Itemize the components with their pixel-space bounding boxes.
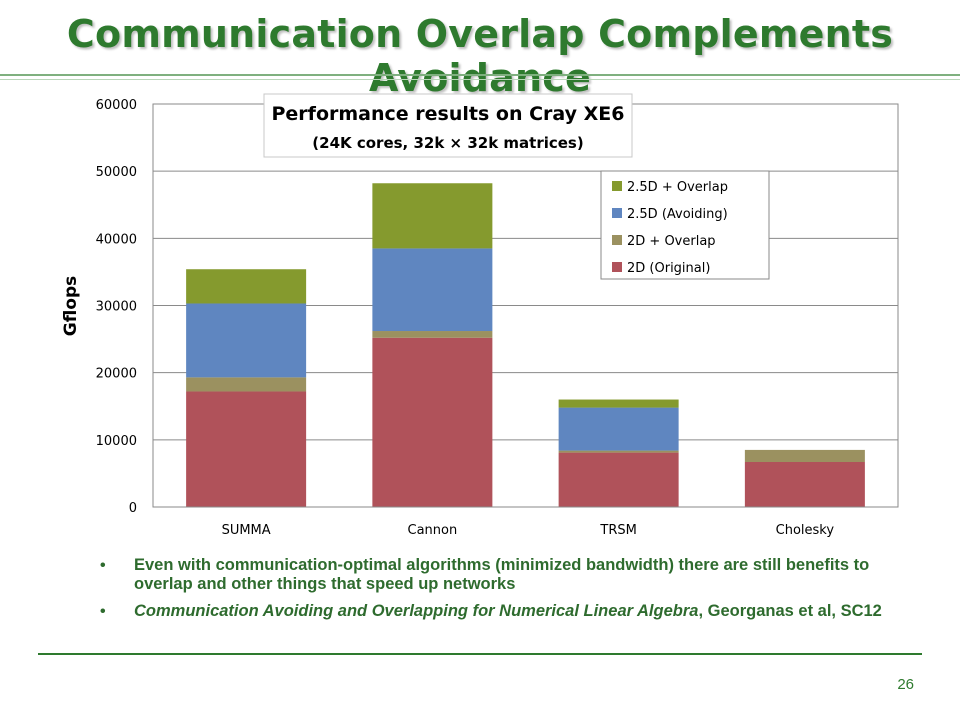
bar-segment [558,399,679,408]
legend-swatch [612,262,622,272]
chart-title-box: Performance results on Cray XE6 (24K cor… [263,93,633,158]
bar-segment [372,337,493,507]
bars [186,183,865,507]
y-tick-label: 20000 [96,367,137,382]
bullet-item: • Even with communication-optimal algori… [100,556,900,594]
title-divider-thin [0,79,960,80]
bar-segment [186,377,307,392]
legend-label: 2.5D + Overlap [627,180,728,195]
stacked-bar-chart: 0 10000 20000 30000 40000 50000 60000 SUMMA Cann… [61,93,899,538]
legend-label: 2D + Overlap [627,234,716,249]
bar-segment [744,449,865,462]
legend-label: 2.5D (Avoiding) [627,207,728,222]
bullet-text: Even with communication-optimal algorith… [134,556,870,593]
bullet-dot: • [100,557,106,574]
bar-segment [186,303,307,378]
bar-segment [372,183,493,249]
page-number: 26 [897,676,914,693]
chart-title: Performance results on Cray XE6 [272,103,625,125]
bullet-list: • Even with communication-optimal algori… [100,556,900,629]
bar-segment [186,269,307,304]
axes: 0 10000 20000 30000 40000 50000 60000 SUMMA Cann… [96,98,835,538]
x-tick-label: TRSM [599,523,636,538]
chart-legend: 2.5D + Overlap 2.5D (Avoiding) 2D + Overla… [600,170,770,280]
slide-title: Communication Overlap Complements Avoida… [66,12,894,100]
bar-segment [744,461,865,507]
y-tick-label: 50000 [96,165,137,180]
x-tick-label: SUMMA [222,523,271,538]
bullet-item: • Communication Avoiding and Overlapping… [100,602,900,621]
legend-swatch [612,208,622,218]
legend-swatch [612,181,622,191]
footer-divider [38,653,922,655]
bar-segment [372,331,493,338]
y-tick-label: 0 [129,501,137,516]
y-axis-label: Gflops [61,276,81,337]
citation-title: Communication Avoiding and Overlapping f… [134,602,699,620]
bullet-dot: • [100,603,106,620]
bar-segment [372,248,493,332]
bar-segment [558,450,679,453]
bar-segment [186,391,307,507]
bar-segment [558,407,679,451]
x-tick-label: Cholesky [776,523,835,538]
x-tick-label: Cannon [408,523,458,538]
legend-label: 2D (Original) [627,261,710,276]
bar-segment [558,452,679,507]
y-tick-label: 60000 [96,98,137,113]
y-tick-label: 10000 [96,434,137,449]
citation-authors: , Georganas et al, SC12 [698,602,882,620]
y-tick-label: 40000 [96,232,137,247]
legend-swatch [612,235,622,245]
chart-subtitle: (24K cores, 32k × 32k matrices) [312,134,583,152]
title-divider [0,74,960,76]
y-tick-label: 30000 [96,300,137,315]
